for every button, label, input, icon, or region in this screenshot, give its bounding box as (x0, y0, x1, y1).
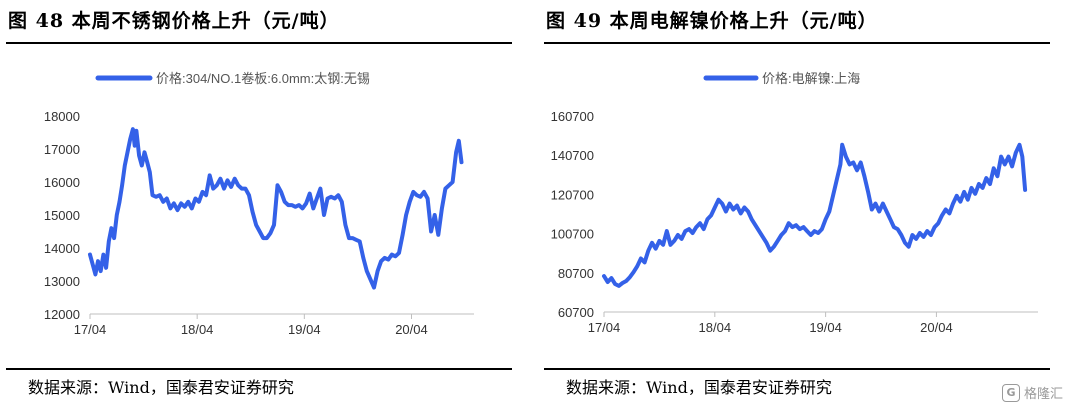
y-tick-label: 60700 (558, 305, 594, 320)
y-tick-label: 120700 (551, 187, 594, 202)
x-tick-label: 19/04 (288, 322, 321, 336)
y-tick-label: 15000 (44, 208, 80, 223)
title-rule (544, 42, 1050, 44)
chart-panel-right: 图 49 本周电解镍价格上升（元/吨） 价格:电解镍:上海 60700 80700 1… (538, 0, 1058, 408)
legend-label: 价格:304/NO.1卷板:6.0mm:太钢:无锡 (156, 71, 370, 86)
watermark-logo-icon: G (1001, 383, 1020, 402)
series-line (602, 142, 1028, 288)
figure-title: 图 48 本周不锈钢价格上升（元/吨） (8, 10, 340, 32)
source-prefix: 数据来源： (566, 378, 647, 397)
y-tick-label: 14000 (44, 241, 80, 256)
figure-title: 图 49 本周电解镍价格上升（元/吨） (546, 10, 878, 32)
line-chart-nickel: 价格:电解镍:上海 60700 80700 100700 120700 140700 160… (551, 71, 1038, 335)
line-chart-stainless-steel: 价格:304/NO.1卷板:6.0mm:太钢:无锡 12000 13000 14000… (44, 71, 474, 336)
x-tick-label: 17/04 (588, 320, 621, 335)
y-tick-label: 17000 (44, 142, 80, 157)
source-text: Wind，国泰君安证券研究 (646, 378, 832, 397)
x-tick-label: 20/04 (920, 320, 953, 335)
source-rule (544, 368, 1050, 370)
watermark: G 格隆汇 (1001, 383, 1063, 402)
watermark-text: 格隆汇 (1023, 387, 1063, 402)
source-note: 数据来源：Wind，国泰君安证券研究 (28, 374, 294, 398)
y-tick-label: 12000 (44, 307, 80, 322)
y-tick-label: 140700 (551, 148, 594, 163)
series-line (88, 127, 464, 290)
source-rule (6, 368, 512, 370)
source-note: 数据来源：Wind，国泰君安证券研究 (566, 374, 832, 398)
legend-label: 价格:电解镍:上海 (762, 71, 860, 86)
x-tick-label: 17/04 (74, 322, 107, 336)
y-tick-label: 13000 (44, 274, 80, 289)
chart-panel-left: 图 48 本周不锈钢价格上升（元/吨） 价格:304/NO.1卷板:6.0mm:… (0, 0, 520, 408)
x-tick-label: 18/04 (699, 320, 732, 335)
title-rule (6, 42, 512, 44)
y-tick-label: 80700 (558, 266, 594, 281)
y-tick-label: 16000 (44, 175, 80, 190)
source-prefix: 数据来源： (28, 378, 109, 397)
x-tick-label: 18/04 (181, 322, 214, 336)
x-tick-label: 19/04 (809, 320, 842, 335)
y-tick-label: 18000 (44, 109, 80, 124)
y-tick-label: 160700 (551, 109, 594, 124)
source-text: Wind，国泰君安证券研究 (108, 378, 294, 397)
x-tick-label: 20/04 (395, 322, 428, 336)
y-tick-label: 100700 (551, 227, 594, 242)
